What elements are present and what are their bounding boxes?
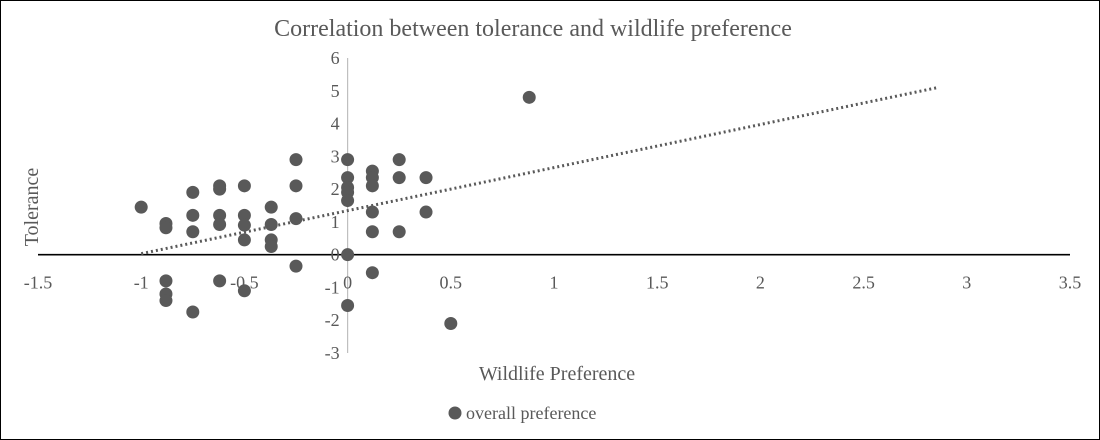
data-point-43 xyxy=(392,225,406,239)
data-point-32 xyxy=(341,194,355,208)
x-tick-label-6: 1.5 xyxy=(646,273,669,293)
y-tick-label-7: 4 xyxy=(331,114,340,134)
data-point-5 xyxy=(159,294,173,308)
data-point-16 xyxy=(237,208,251,222)
data-point-2 xyxy=(159,221,173,235)
legend: overall preference xyxy=(448,403,596,423)
y-axis-label: Tolerance xyxy=(21,168,43,247)
x-tick-label-10: 3.5 xyxy=(1059,273,1082,293)
y-tick-label-0: -3 xyxy=(325,343,340,363)
x-tick-label-2: -0.5 xyxy=(230,273,259,293)
data-point-14 xyxy=(213,274,227,288)
data-point-42 xyxy=(392,171,406,185)
data-point-13 xyxy=(213,218,227,232)
x-tick-label-0: -1.5 xyxy=(24,273,53,293)
data-point-19 xyxy=(237,284,251,298)
data-point-44 xyxy=(419,171,433,185)
data-point-28 xyxy=(341,153,355,167)
trendline-path xyxy=(140,86,939,256)
data-point-6 xyxy=(186,185,200,199)
x-tick-label-7: 2 xyxy=(756,273,765,293)
x-tick-label-3: 0 xyxy=(343,273,352,293)
data-point-38 xyxy=(365,205,379,219)
x-tick-label-9: 3 xyxy=(962,273,971,293)
y-tick-label-1: -2 xyxy=(325,310,340,330)
data-point-37 xyxy=(365,179,379,193)
legend-marker xyxy=(448,406,462,420)
data-point-15 xyxy=(237,179,251,193)
y-tick-label-4: 1 xyxy=(331,212,340,232)
y-tick-label-3: 0 xyxy=(331,245,340,265)
x-tick-label-5: 1 xyxy=(550,273,559,293)
data-point-17 xyxy=(237,218,251,232)
data-point-46 xyxy=(444,317,458,330)
data-point-7 xyxy=(186,208,200,222)
data-point-40 xyxy=(365,266,379,280)
data-point-29 xyxy=(341,171,355,185)
x-tick-label-4: 0.5 xyxy=(440,273,463,293)
y-tick-label-8: 5 xyxy=(331,81,340,101)
data-point-8 xyxy=(186,225,200,239)
data-point-3 xyxy=(159,274,173,288)
x-tick-label-1: -1 xyxy=(134,273,149,293)
y-tick-labels: -3 -2 -1 0 1 2 3 4 5 6 xyxy=(325,48,340,363)
data-point-23 xyxy=(264,239,278,253)
x-axis-label: Wildlife Preference xyxy=(479,363,635,385)
x-tick-label-8: 2.5 xyxy=(852,273,875,293)
data-point-0 xyxy=(134,200,148,214)
y-tick-label-6: 3 xyxy=(331,146,340,166)
data-points xyxy=(134,90,536,330)
data-point-26 xyxy=(289,212,303,226)
y-tick-label-2: -1 xyxy=(325,277,340,297)
trendline xyxy=(140,86,939,256)
legend-label: overall preference xyxy=(466,403,596,423)
chart-title: Correlation between tolerance and wildli… xyxy=(274,16,792,42)
data-point-25 xyxy=(289,179,303,193)
data-point-45 xyxy=(419,205,433,219)
data-point-24 xyxy=(289,153,303,167)
x-tick-labels: -1.5 -1 -0.5 0 0.5 1 1.5 2 2.5 3 3.5 xyxy=(24,273,1082,293)
data-point-21 xyxy=(264,218,278,232)
data-point-33 xyxy=(341,248,355,262)
data-point-20 xyxy=(264,200,278,214)
data-point-27 xyxy=(289,259,303,273)
data-point-11 xyxy=(213,182,227,196)
data-point-18 xyxy=(237,233,251,247)
y-tick-label-9: 6 xyxy=(331,48,340,68)
data-point-9 xyxy=(186,305,200,319)
data-point-39 xyxy=(365,225,379,239)
data-point-34 xyxy=(341,298,355,312)
data-point-47 xyxy=(522,90,536,104)
data-point-41 xyxy=(392,153,406,167)
y-tick-label-5: 2 xyxy=(331,179,340,199)
data-point-12 xyxy=(213,208,227,222)
